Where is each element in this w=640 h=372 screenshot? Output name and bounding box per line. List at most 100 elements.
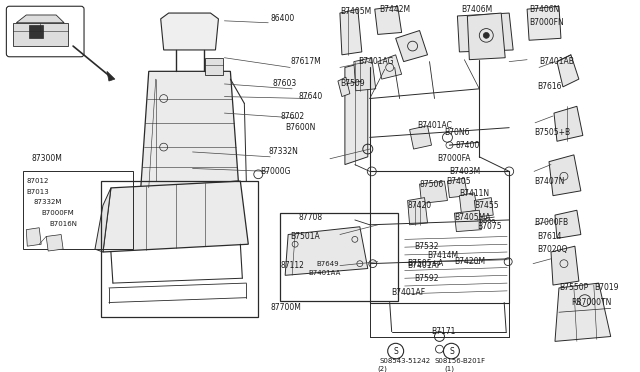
Polygon shape — [141, 71, 238, 188]
Text: B7000FB: B7000FB — [534, 218, 568, 227]
Text: B7171: B7171 — [431, 327, 456, 336]
Bar — [205, 58, 223, 75]
Polygon shape — [549, 155, 581, 196]
Text: B7401AA: B7401AA — [308, 270, 340, 276]
Text: S: S — [394, 347, 398, 356]
Text: B7592: B7592 — [415, 274, 439, 283]
Text: 87420: 87420 — [408, 201, 432, 210]
Text: B7000FA: B7000FA — [438, 154, 471, 163]
Polygon shape — [527, 6, 561, 40]
Text: B7401AC: B7401AC — [417, 121, 452, 130]
Polygon shape — [107, 71, 115, 81]
Polygon shape — [285, 227, 368, 275]
Polygon shape — [378, 55, 402, 79]
Text: B7501A: B7501A — [290, 232, 320, 241]
Text: B7406N: B7406N — [529, 5, 559, 14]
Text: 86400: 86400 — [270, 15, 294, 23]
Text: B7407N: B7407N — [534, 177, 564, 186]
Text: B7000FN: B7000FN — [529, 18, 564, 27]
Text: B7405M: B7405M — [340, 7, 371, 16]
Bar — [280, 213, 397, 301]
Text: B7550P: B7550P — [559, 283, 588, 292]
Text: 87640: 87640 — [298, 92, 323, 101]
Text: 87506: 87506 — [420, 180, 444, 189]
Bar — [29, 25, 44, 38]
Text: B7401AF: B7401AF — [408, 261, 442, 270]
Polygon shape — [26, 228, 41, 246]
Text: B7401AG: B7401AG — [358, 57, 394, 66]
Text: B7411N: B7411N — [460, 189, 490, 198]
Polygon shape — [474, 198, 493, 217]
Text: B7649: B7649 — [316, 261, 339, 267]
Polygon shape — [447, 178, 467, 198]
Polygon shape — [458, 13, 513, 52]
Polygon shape — [551, 246, 579, 285]
Text: B7420M: B7420M — [454, 257, 486, 266]
Text: B7455: B7455 — [474, 201, 499, 210]
Polygon shape — [46, 234, 63, 251]
Text: S08543-51242: S08543-51242 — [380, 358, 431, 364]
Bar — [101, 181, 259, 317]
Circle shape — [483, 32, 489, 38]
Text: 87300M: 87300M — [31, 154, 62, 163]
Text: B7075: B7075 — [477, 222, 502, 231]
Text: 87700M: 87700M — [270, 303, 301, 312]
Polygon shape — [13, 23, 68, 46]
Text: B7600N: B7600N — [285, 123, 316, 132]
Polygon shape — [467, 13, 505, 60]
Text: B7442M: B7442M — [380, 5, 411, 14]
Polygon shape — [410, 126, 431, 149]
Text: B7401AF: B7401AF — [392, 288, 426, 297]
Text: B7020Q: B7020Q — [537, 245, 568, 254]
Text: B7016N: B7016N — [49, 221, 77, 227]
Text: S08156-B201F: S08156-B201F — [435, 358, 486, 364]
Polygon shape — [103, 181, 248, 252]
Polygon shape — [454, 210, 481, 232]
Text: S: S — [449, 347, 454, 356]
Text: B7405: B7405 — [447, 177, 471, 186]
Polygon shape — [555, 210, 581, 238]
Text: B7013: B7013 — [26, 189, 49, 195]
Polygon shape — [161, 13, 218, 50]
Text: (1): (1) — [444, 365, 454, 372]
Polygon shape — [557, 55, 579, 87]
Polygon shape — [396, 31, 428, 62]
Polygon shape — [420, 181, 447, 203]
Text: B7614: B7614 — [537, 232, 561, 241]
Text: 87602: 87602 — [280, 112, 304, 121]
Polygon shape — [555, 283, 611, 341]
Text: B7509: B7509 — [340, 80, 365, 89]
Polygon shape — [460, 193, 477, 213]
Text: (2): (2) — [378, 365, 388, 372]
Text: B7414M: B7414M — [428, 251, 459, 260]
Polygon shape — [345, 62, 368, 164]
Text: B7403M: B7403M — [449, 167, 481, 176]
Text: 87112: 87112 — [280, 261, 304, 270]
Text: B70N6: B70N6 — [444, 128, 470, 137]
Polygon shape — [17, 15, 64, 23]
Polygon shape — [375, 6, 402, 35]
Polygon shape — [554, 106, 583, 141]
Text: RB7000TN: RB7000TN — [571, 298, 611, 307]
Text: B7532: B7532 — [415, 242, 439, 251]
Text: 87400: 87400 — [456, 141, 479, 150]
Text: B7505+A: B7505+A — [408, 259, 444, 268]
Text: B7406M: B7406M — [461, 5, 493, 14]
Text: B7000G: B7000G — [260, 167, 291, 176]
Text: B7505+B: B7505+B — [534, 128, 570, 137]
Text: 87332N: 87332N — [268, 147, 298, 157]
Text: 87708: 87708 — [298, 212, 322, 222]
Text: 87617M: 87617M — [290, 57, 321, 66]
Text: 87332M: 87332M — [33, 199, 61, 205]
Text: B7000FM: B7000FM — [41, 210, 74, 216]
Polygon shape — [95, 188, 111, 252]
Bar — [23, 171, 133, 249]
Text: B7616: B7616 — [537, 82, 561, 92]
Polygon shape — [338, 77, 350, 97]
Polygon shape — [354, 58, 376, 91]
Polygon shape — [408, 198, 428, 225]
Text: B7019: B7019 — [594, 283, 618, 292]
Text: 87603: 87603 — [272, 80, 296, 89]
Polygon shape — [340, 9, 362, 55]
Text: B7401AB: B7401AB — [539, 57, 574, 66]
